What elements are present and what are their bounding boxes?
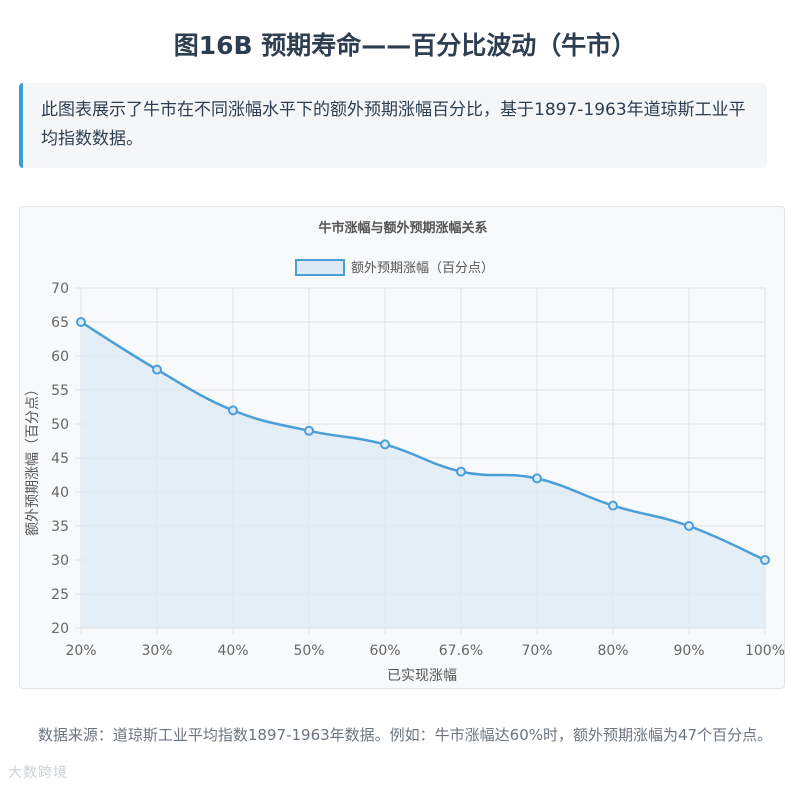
data-point [760, 555, 770, 565]
y-tick-label: 45 [51, 451, 69, 467]
x-tick-label: 40% [217, 643, 248, 659]
x-tick-label: 60% [369, 643, 400, 659]
data-point [608, 500, 618, 511]
y-tick-label: 30 [51, 553, 69, 569]
x-tick-label: 20% [65, 643, 96, 659]
y-tick-label: 65 [51, 315, 69, 331]
y-tick-label: 40 [51, 485, 69, 501]
x-tick-label: 80% [597, 643, 628, 659]
series-points [76, 317, 770, 565]
data-point [456, 466, 466, 477]
legend-swatch [295, 259, 345, 276]
intro-callout: 此图表展示了牛市在不同涨幅水平下的额外预期涨幅百分比，基于1897-1963年道… [19, 83, 767, 168]
chart-title: 牛市涨幅与额外预期涨幅关系 [318, 220, 487, 236]
chart-card: 牛市涨幅与额外预期涨幅关系 额外预期涨幅（百分点） 20 25 30 35 40 45 50… [19, 206, 785, 689]
footnote: 数据来源：道琼斯工业平均指数1897-1963年数据。例如：牛市涨幅达60%时，… [37, 726, 773, 744]
data-point [532, 473, 542, 484]
x-tick-label: 50% [293, 643, 324, 659]
area-fill [81, 322, 765, 628]
x-tick-label: 67.6% [439, 643, 483, 659]
y-tick-label: 20 [51, 621, 69, 637]
x-axis-label: 已实现涨幅 [387, 668, 457, 684]
legend-label: 额外预期涨幅（百分点） [351, 261, 494, 276]
area-path [81, 322, 765, 628]
data-point [228, 405, 238, 416]
data-point [684, 521, 694, 531]
line-path [80, 320, 766, 562]
line-chart: 牛市涨幅与额外预期涨幅关系 额外预期涨幅（百分点） 20 25 30 35 40 45 50… [25, 220, 785, 684]
y-tick-labels: 20 25 30 35 40 45 50 55 60 65 70 [51, 281, 69, 637]
watermark: 大数跨境 [8, 765, 68, 781]
y-tick-label: 60 [51, 349, 69, 365]
series-line [80, 320, 766, 562]
x-tick-label: 70% [521, 643, 552, 659]
y-tick-label: 50 [51, 417, 69, 433]
y-tick-label: 55 [51, 383, 69, 399]
data-point [304, 425, 314, 436]
data-point [152, 364, 162, 375]
y-tick-label: 35 [51, 519, 69, 535]
x-tick-label: 30% [141, 643, 172, 659]
legend[interactable]: 额外预期涨幅（百分点） [295, 259, 494, 276]
x-tick-labels: 20% 30% 40% 50% 60% 67.6% 70% 80% 90% 100% [65, 643, 785, 659]
x-tick-label: 90% [673, 643, 704, 659]
y-axis-label: 额外预期涨幅（百分点） [25, 382, 41, 536]
data-point [76, 317, 86, 327]
intro-text: 此图表展示了牛市在不同涨幅水平下的额外预期涨幅百分比，基于1897-1963年道… [41, 100, 746, 149]
x-tick-label: 100% [745, 643, 785, 659]
y-tick-label: 70 [51, 281, 69, 297]
y-tick-label: 25 [51, 587, 69, 603]
data-point [380, 439, 390, 450]
page-title: 图16B 预期寿命——百分比波动（牛市） [173, 31, 637, 60]
